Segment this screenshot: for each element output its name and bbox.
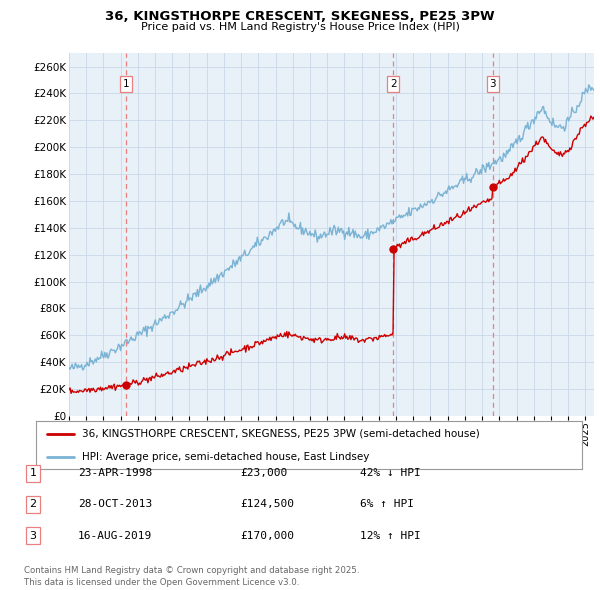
Text: 3: 3 (490, 79, 496, 89)
Text: £124,500: £124,500 (240, 500, 294, 509)
Text: Price paid vs. HM Land Registry's House Price Index (HPI): Price paid vs. HM Land Registry's House … (140, 22, 460, 32)
Text: 1: 1 (29, 468, 37, 478)
Text: 36, KINGSTHORPE CRESCENT, SKEGNESS, PE25 3PW (semi-detached house): 36, KINGSTHORPE CRESCENT, SKEGNESS, PE25… (82, 429, 480, 439)
Text: 36, KINGSTHORPE CRESCENT, SKEGNESS, PE25 3PW: 36, KINGSTHORPE CRESCENT, SKEGNESS, PE25… (105, 10, 495, 23)
Text: 12% ↑ HPI: 12% ↑ HPI (360, 531, 421, 540)
Text: 2: 2 (390, 79, 397, 89)
Text: £170,000: £170,000 (240, 531, 294, 540)
Text: 1: 1 (122, 79, 129, 89)
Text: HPI: Average price, semi-detached house, East Lindsey: HPI: Average price, semi-detached house,… (82, 452, 370, 462)
Text: 6% ↑ HPI: 6% ↑ HPI (360, 500, 414, 509)
Text: 2: 2 (29, 500, 37, 509)
Text: 23-APR-1998: 23-APR-1998 (78, 468, 152, 478)
Text: 42% ↓ HPI: 42% ↓ HPI (360, 468, 421, 478)
Text: £23,000: £23,000 (240, 468, 287, 478)
Text: 16-AUG-2019: 16-AUG-2019 (78, 531, 152, 540)
Text: 28-OCT-2013: 28-OCT-2013 (78, 500, 152, 509)
Text: Contains HM Land Registry data © Crown copyright and database right 2025.
This d: Contains HM Land Registry data © Crown c… (24, 566, 359, 587)
Text: 3: 3 (29, 531, 37, 540)
